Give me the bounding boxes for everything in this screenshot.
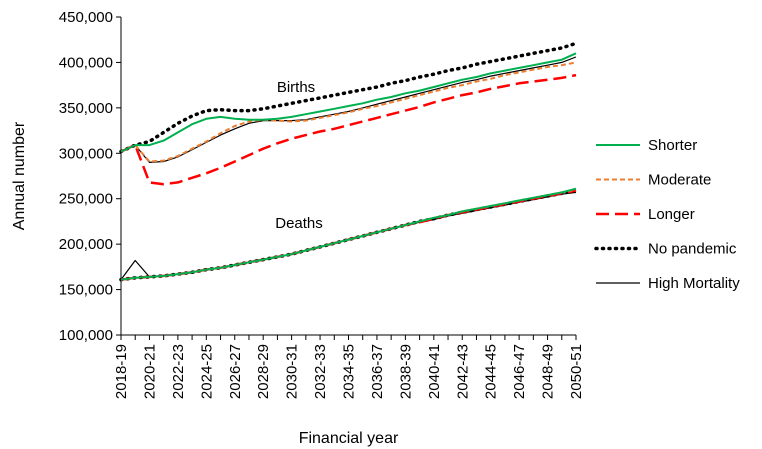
x-tick-label: 2018-19 [113,344,130,399]
y-tick-label: 250,000 [59,191,113,208]
x-tick-label: 2032-33 [312,344,329,399]
axes: 100,000 150,000 200,000 250,000 300,000 350,0… [59,9,585,399]
legend-item-longer: Longer [596,206,695,223]
y-tick-label: 100,000 [59,327,113,344]
y-tick-label: 200,000 [59,236,113,253]
x-tick-label: 2048-49 [540,344,557,399]
series-layer [119,41,578,282]
legend-label: No pandemic [648,241,737,258]
x-tick-label: 2038-39 [397,344,414,399]
y-tick-label: 450,000 [59,9,113,26]
series-line-births-moderate [120,61,577,163]
series-line-deaths-shorter [120,187,577,281]
x-tick-label: 2036-37 [369,344,386,399]
y-tick-label: 350,000 [59,100,113,117]
series-line-deaths-high-mortality [120,191,577,280]
annotations: Births Deaths [275,79,323,232]
x-tick-label: 2028-29 [255,344,272,399]
legend: Shorter Moderate Longer No pandemic High Mor… [594,137,740,292]
annotation-deaths: Deaths [275,215,323,232]
series-line-births-longer [120,73,577,186]
legend-label: Longer [648,206,695,223]
x-axis-title: Financial year [299,430,399,447]
series-line-deaths-longer [120,189,577,281]
x-tick-label: 2022-23 [170,344,187,399]
x-tick-label: 2034-35 [341,344,358,399]
series-line-births-no-pandemic [119,41,578,154]
y-tick-label: 150,000 [59,282,113,299]
x-tick-label: 2050-51 [568,344,585,399]
x-tick-label: 2042-43 [454,344,471,399]
x-tick-label: 2026-27 [227,344,244,399]
x-tick-label: 2030-31 [284,344,301,399]
series-line-births-shorter [120,52,577,153]
legend-label: Moderate [648,172,711,189]
x-tick-label: 2044-45 [483,344,500,399]
y-axis-title: Annual number [11,121,28,230]
x-tick-label: 2040-41 [426,344,443,399]
x-tick-label: 2046-47 [511,344,528,399]
legend-item-high-mortality: High Mortality [596,275,740,292]
legend-item-shorter: Shorter [596,137,697,154]
legend-item-moderate: Moderate [596,172,711,189]
legend-label: Shorter [648,137,697,154]
annotation-births: Births [277,79,315,96]
x-tick-label: 2020-21 [141,344,158,399]
legend-item-no-pandemic: No pandemic [594,241,737,258]
y-tick-label: 300,000 [59,145,113,162]
legend-label: High Mortality [648,275,740,292]
series-line-births-high-mortality [120,56,577,163]
x-tick-label: 2024-25 [198,344,215,399]
y-tick-label: 400,000 [59,54,113,71]
